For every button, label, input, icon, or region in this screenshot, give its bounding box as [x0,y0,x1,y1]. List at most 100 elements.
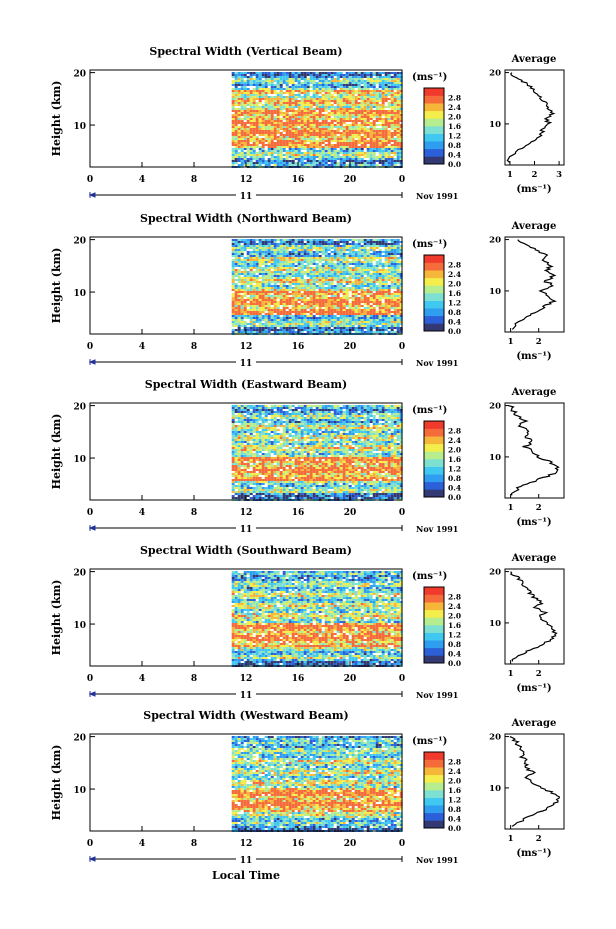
heatmap-cell [372,132,376,134]
heatmap-cell [261,273,265,275]
heatmap-cell [315,311,319,313]
heatmap-cell [375,146,379,148]
heatmap-cell [393,148,397,150]
heatmap-cell [273,307,277,309]
heatmap-cell [348,321,352,323]
heatmap-cell [387,309,391,311]
heatmap-cell [363,271,367,273]
heatmap-cell [381,156,385,158]
heatmap-cell [330,311,334,313]
heatmap-cell [243,94,247,96]
heatmap-cell [363,317,367,319]
heatmap-cell [270,136,274,138]
heatmap-cell [246,148,250,150]
heatmap-cell [330,148,334,150]
heatmap-cell [399,136,403,138]
heatmap-cell [252,247,256,249]
heatmap-cell [366,152,370,154]
heatmap-cell [276,128,280,130]
heatmap-cell [255,108,259,110]
heatmap-cell [258,315,262,317]
heatmap-cell [318,76,322,78]
heatmap-cell [312,301,316,303]
heatmap-cell [234,287,238,289]
heatmap-cell [288,279,292,281]
heatmap-cell [258,80,262,82]
heatmap-cell [297,120,301,122]
heatmap-cell [348,132,352,134]
heatmap-cell [261,243,265,245]
heatmap-cell [285,84,289,86]
heatmap-cell [360,261,364,263]
heatmap-cell [369,269,373,271]
heatmap-cell [342,295,346,297]
heatmap-cell [300,88,304,90]
heatmap-cell [366,88,370,90]
heatmap-cell [252,94,256,96]
heatmap-cell [399,289,403,291]
heatmap-cell [237,307,241,309]
heatmap-cell [339,263,343,265]
heatmap-cell [303,110,307,112]
heatmap-cell [264,301,268,303]
heatmap-cell [381,285,385,287]
heatmap-cell [348,82,352,84]
heatmap-cell [276,114,280,116]
heatmap-cell [369,289,373,291]
heatmap-cell [354,124,358,126]
heatmap-cell [324,269,328,271]
heatmap-cell [318,307,322,309]
heatmap-cell [333,323,337,325]
heatmap-cell [330,94,334,96]
heatmap-cell [231,277,235,279]
heatmap-cell [315,297,319,299]
heatmap-cell [336,325,340,327]
heatmap-cell [303,94,307,96]
heatmap-cell [255,84,259,86]
heatmap-cell [285,305,289,307]
heatmap-cell [375,313,379,315]
heatmap-cell [267,315,271,317]
heatmap-cell [306,319,310,321]
heatmap-cell [294,162,298,164]
heatmap-cell [249,311,253,313]
heatmap-cell [348,158,352,160]
heatmap-cell [255,106,259,108]
heatmap-cell [372,138,376,140]
heatmap-cell [387,307,391,309]
heatmap-cell [375,148,379,150]
heatmap-cell [249,156,253,158]
heatmap-cell [312,251,316,253]
heatmap-cell [297,122,301,124]
heatmap-cell [261,130,265,132]
heatmap-cell [387,120,391,122]
heatmap-cell [360,281,364,283]
heatmap-cell [264,108,268,110]
heatmap-cell [354,295,358,297]
heatmap-cell [315,279,319,281]
heatmap-cell [354,78,358,80]
heatmap-cell [351,80,355,82]
heatmap-cell [351,124,355,126]
heatmap-cell [231,102,235,104]
heatmap-cell [372,106,376,108]
heatmap-cell [333,126,337,128]
heatmap-cell [279,253,283,255]
heatmap-cell [312,114,316,116]
heatmap-cell [318,301,322,303]
heatmap-cell [243,265,247,267]
heatmap-cell [399,128,403,130]
heatmap-cell [357,150,361,152]
heatmap-cell [231,114,235,116]
heatmap-cell [321,291,325,293]
heatmap-cell [327,285,331,287]
heatmap-cell [321,263,325,265]
heatmap-cell [255,142,259,144]
heatmap-cell [276,140,280,142]
heatmap-cell [273,134,277,136]
heatmap-cell [357,315,361,317]
heatmap-cell [366,299,370,301]
heatmap-cell [261,245,265,247]
heatmap-cell [273,269,277,271]
heatmap-cell [249,82,253,84]
